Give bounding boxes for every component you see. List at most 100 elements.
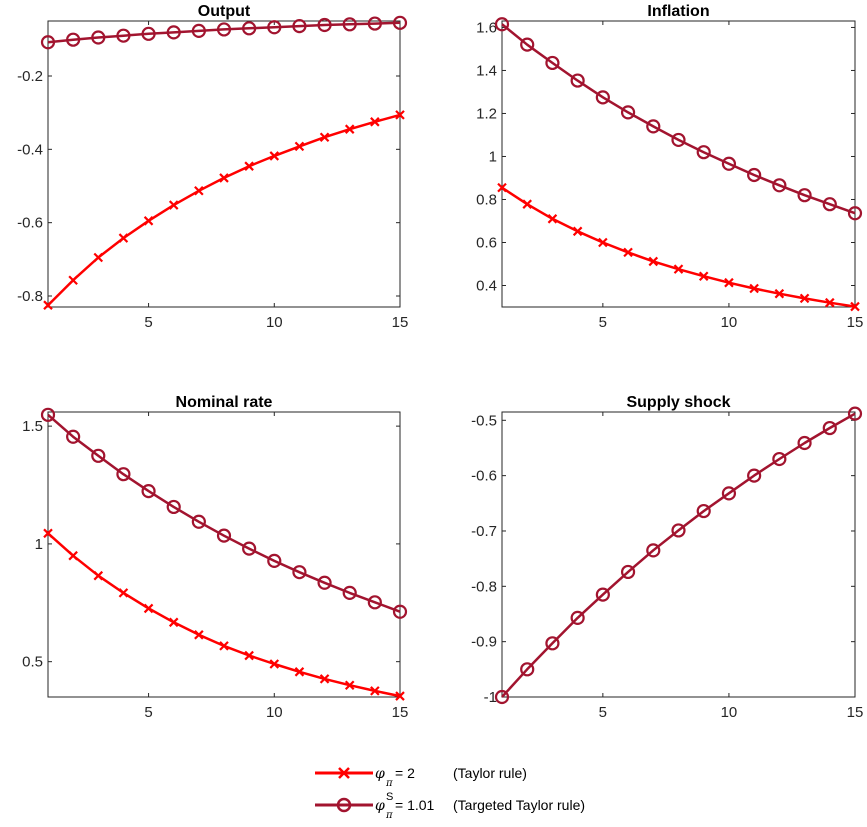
data-point-o-marker <box>292 565 307 580</box>
y-tick-label: 0.8 <box>476 191 497 208</box>
data-point-o-marker <box>66 429 81 444</box>
y-tick-label: -0.6 <box>471 468 497 485</box>
chart-panel: Inflation 5 10 15 0.4 0.6 0.8 1 1.2 1.4 1.6 <box>476 3 863 331</box>
data-point-o-marker <box>292 19 307 34</box>
data-point-x-marker <box>68 275 78 286</box>
data-point-o-marker <box>671 132 686 148</box>
y-tick-label: -0.8 <box>471 578 497 595</box>
data-point-x-marker <box>344 680 355 691</box>
data-point-x-marker <box>319 132 330 143</box>
series-line-targeted <box>47 413 401 613</box>
data-point-o-marker <box>847 206 863 221</box>
data-point-o-marker <box>216 22 232 37</box>
data-point-o-marker <box>242 541 257 556</box>
data-point-x-marker <box>294 141 305 152</box>
y-tick-label: 1 <box>489 148 497 165</box>
y-tick-label: -0.4 <box>17 141 43 158</box>
x-tick-label: 10 <box>721 314 738 331</box>
x-tick-label: 5 <box>599 314 607 331</box>
data-point-x-marker <box>219 173 229 183</box>
data-point-o-marker <box>191 514 206 529</box>
data-point-o-marker <box>116 467 131 482</box>
data-point-o-marker <box>545 636 560 651</box>
data-point-x-marker <box>93 570 104 581</box>
y-tick-label: 1.6 <box>476 19 497 36</box>
data-point-x-marker <box>724 277 734 288</box>
data-point-x-marker <box>93 252 104 263</box>
data-point-x-marker <box>698 271 709 282</box>
data-point-o-marker <box>342 585 357 600</box>
data-point-o-marker <box>242 21 257 36</box>
data-point-x-marker <box>648 256 659 267</box>
chart-title: Supply shock <box>626 394 730 411</box>
y-tick-label: 1 <box>35 536 43 553</box>
data-point-o-marker <box>91 448 106 463</box>
y-tick-label: 1.4 <box>476 62 497 79</box>
data-point-o-marker <box>317 575 332 590</box>
data-point-x-marker <box>118 588 129 598</box>
data-point-o-marker <box>646 543 661 558</box>
axes-box <box>47 411 401 698</box>
series-line-targeted <box>501 23 856 215</box>
data-point-o-marker <box>367 16 382 31</box>
legend-symbol-targeted: φ <box>375 798 385 814</box>
data-point-x-marker <box>143 603 154 614</box>
legend-superscript-targeted: S <box>386 791 393 803</box>
chart-title: Output <box>198 3 251 20</box>
data-point-o-marker <box>367 595 382 610</box>
y-tick-label: 0.5 <box>22 654 43 671</box>
data-point-x-marker <box>244 161 254 171</box>
y-tick-label: 0.6 <box>476 234 497 251</box>
data-point-o-marker <box>620 564 636 580</box>
y-tick-label: -0.6 <box>17 215 43 232</box>
data-point-o-marker <box>620 105 636 120</box>
data-point-x-marker <box>673 264 684 274</box>
legend-entry-taylor: φ π = 2 (Taylor rule) <box>315 765 527 789</box>
chart-title: Nominal rate <box>176 394 273 411</box>
data-point-o-marker <box>494 17 510 32</box>
data-point-x-marker <box>598 237 608 248</box>
data-point-x-marker <box>168 200 179 210</box>
data-point-x-marker <box>497 182 507 193</box>
data-point-o-marker <box>166 25 181 40</box>
legend-marker-o <box>336 797 352 813</box>
data-point-o-marker <box>91 30 106 45</box>
data-point-o-marker <box>671 523 686 538</box>
legend-symbol-taylor: φ <box>375 766 385 782</box>
data-point-o-marker <box>166 499 181 515</box>
legend-description-taylor: (Taylor rule) <box>453 765 527 781</box>
data-point-x-marker <box>269 659 280 669</box>
data-point-o-marker <box>646 119 661 134</box>
data-point-o-marker <box>696 503 711 519</box>
data-point-o-marker <box>570 610 585 625</box>
data-point-o-marker <box>520 37 535 52</box>
data-point-x-marker <box>572 226 583 237</box>
data-point-o-marker <box>267 553 282 568</box>
data-point-x-marker <box>395 110 405 120</box>
chart-panel: Supply shock 5 10 15 -1 -0.9 -0.8 -0.7 -0.6 -0.5 <box>471 394 863 721</box>
data-point-x-marker <box>168 617 179 628</box>
data-point-o-marker <box>595 587 610 602</box>
data-point-o-marker <box>570 73 585 88</box>
x-tick-label: 5 <box>599 704 607 721</box>
data-point-x-marker <box>143 216 154 226</box>
y-tick-label: -0.9 <box>471 634 497 651</box>
data-point-o-marker <box>595 90 610 105</box>
data-point-o-marker <box>797 435 812 451</box>
data-point-o-marker <box>747 468 762 483</box>
data-point-o-marker <box>545 55 560 71</box>
data-point-o-marker <box>772 178 787 193</box>
data-point-o-marker <box>267 20 282 35</box>
data-point-o-marker <box>747 167 762 183</box>
data-point-x-marker <box>522 199 532 209</box>
data-point-x-marker <box>774 288 785 299</box>
legend-marker-x <box>338 767 350 779</box>
data-point-x-marker <box>825 297 835 308</box>
data-point-o-marker <box>40 35 56 50</box>
data-point-o-marker <box>520 662 535 677</box>
data-point-o-marker <box>696 145 711 160</box>
data-point-o-marker <box>721 156 737 171</box>
data-point-x-marker <box>395 691 405 701</box>
